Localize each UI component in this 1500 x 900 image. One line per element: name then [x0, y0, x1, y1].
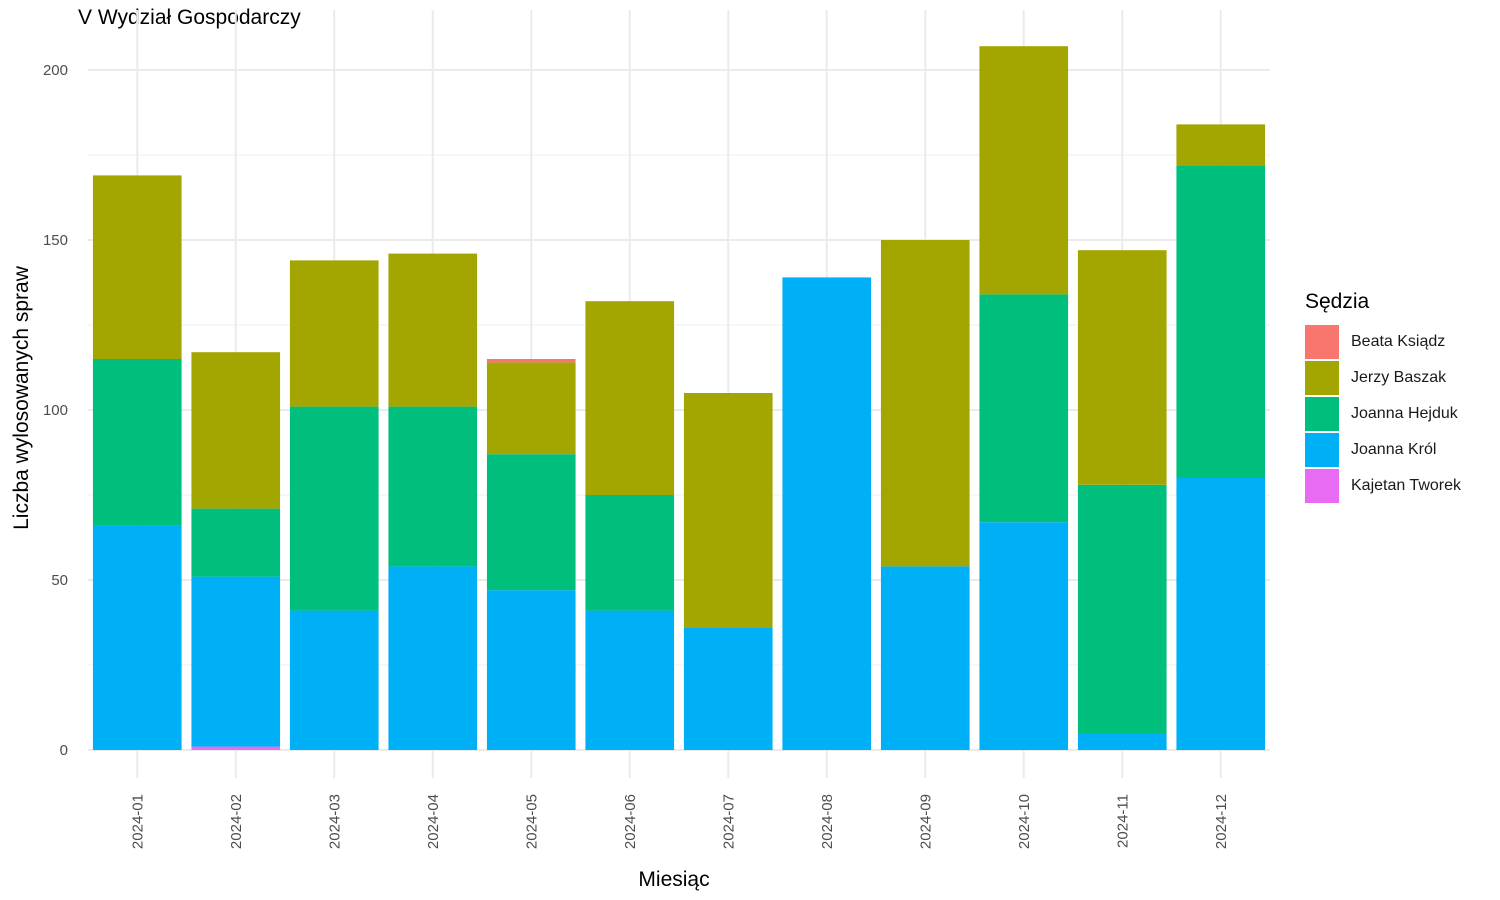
x-tick-label: 2024-05 [523, 794, 540, 849]
bar-segment [388, 253, 478, 407]
legend-label: Beata Ksiądz [1351, 333, 1446, 350]
bar-segment [683, 393, 773, 628]
y-tick-label: 100 [43, 402, 68, 419]
x-tick-label: 2024-03 [326, 794, 343, 849]
bar-segment [585, 610, 675, 750]
legend-item-joanna-krol: Joanna Król [1305, 432, 1461, 468]
x-tick-label: 2024-01 [129, 794, 146, 849]
legend-key [1305, 469, 1339, 503]
bars-layer [92, 46, 1266, 750]
legend-key [1305, 433, 1339, 467]
bar-segment [1077, 484, 1167, 733]
x-tick-label: 2024-02 [228, 794, 245, 849]
bar-segment [289, 260, 379, 407]
x-tick-label: 2024-09 [917, 794, 934, 849]
bar-segment [683, 627, 773, 750]
legend-key [1305, 361, 1339, 395]
bar-segment [1176, 478, 1266, 750]
bar-segment [782, 277, 872, 750]
y-axis-title: Liczba wylosowanych spraw [10, 265, 33, 530]
x-axis-title: Miesiąc [638, 868, 709, 891]
y-tick-label: 50 [51, 572, 68, 589]
bar-segment [191, 576, 281, 747]
legend-item-kajetan-tworek: Kajetan Tworek [1305, 468, 1461, 504]
bar-segment [1077, 733, 1167, 750]
bar-segment [191, 352, 281, 509]
x-tick-label: 2024-08 [819, 794, 836, 849]
legend-label: Jerzy Baszak [1351, 369, 1447, 386]
bar-segment [289, 610, 379, 750]
legend-title: Sędzia [1305, 290, 1370, 313]
bar-segment [979, 522, 1069, 750]
legend-item-joanna-hejduk: Joanna Hejduk [1305, 396, 1461, 432]
bar-segment [92, 175, 182, 359]
x-tick-label: 2024-06 [622, 794, 639, 849]
x-tick-label: 2024-12 [1213, 794, 1230, 849]
bar-segment [486, 454, 576, 591]
bar-segment [92, 359, 182, 526]
bar-segment [1077, 250, 1167, 485]
legend-label: Joanna Hejduk [1351, 405, 1458, 422]
bar-segment [880, 566, 970, 750]
bar-segment [1176, 165, 1266, 478]
bar-segment [486, 362, 576, 455]
legend-label: Joanna Król [1351, 441, 1437, 458]
y-tick-label: 0 [60, 742, 68, 759]
chart-title: V Wydział Gospodarczy [78, 6, 301, 29]
bar-segment [388, 566, 478, 750]
bar-segment [880, 240, 970, 567]
axis-layer: 0 50 100 150 200 2024-01 2024-02 2024-03 2024-04… [43, 62, 1230, 849]
legend-label: Kajetan Tworek [1351, 477, 1461, 494]
x-tick-label: 2024-04 [425, 794, 442, 849]
bar-segment [191, 746, 281, 750]
x-tick-label: 2024-10 [1016, 794, 1033, 849]
bar-segment [486, 359, 576, 363]
bar-segment [585, 301, 675, 495]
bar-segment [191, 508, 281, 577]
bar-segment [289, 406, 379, 611]
legend-key [1305, 397, 1339, 431]
legend-item-beata-ksiadz: Beata Ksiądz [1305, 324, 1461, 360]
bar-segment [388, 406, 478, 567]
y-tick-label: 150 [43, 232, 68, 249]
x-tick-label: 2024-07 [720, 794, 737, 849]
legend-item-jerzy-baszak: Jerzy Baszak [1305, 360, 1461, 396]
bar-segment [979, 46, 1069, 295]
x-tick-label: 2024-11 [1114, 794, 1131, 848]
legend-key [1305, 325, 1339, 359]
y-tick-label: 200 [43, 62, 68, 79]
bar-segment [92, 525, 182, 750]
legend: Sędzia Beata Ksiądz Jerzy Baszak Joanna … [1305, 290, 1461, 504]
bar-segment [979, 294, 1069, 523]
bar-segment [1176, 124, 1266, 166]
bar-segment [486, 590, 576, 750]
bar-segment [585, 495, 675, 611]
